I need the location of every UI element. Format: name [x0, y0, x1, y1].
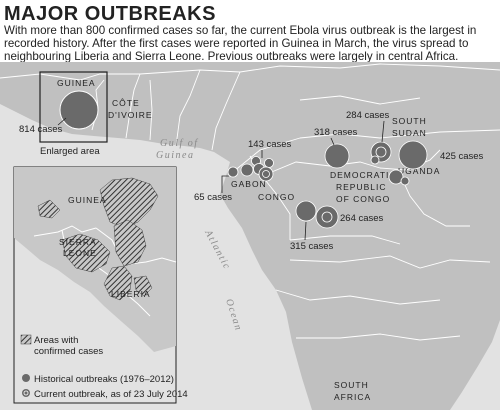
- marker-congo-north-2-ring: [262, 170, 270, 178]
- legend-current-dot: [22, 389, 30, 397]
- inset-hatched-areas: [37, 177, 159, 301]
- legend-historical-dot: [22, 374, 30, 382]
- marker-gabon-inland: [240, 163, 254, 177]
- label-cases-drc-southwest: 315 cases: [290, 241, 334, 252]
- country-label-cote-divoire-1: CÔTE: [112, 98, 140, 108]
- inset-label-sierra-2: LEONE: [63, 248, 97, 258]
- historical-markers: [227, 140, 428, 229]
- country-label-gabon: GABON: [231, 179, 267, 189]
- country-label-south-africa-1: SOUTH: [334, 380, 369, 390]
- label-cases-drc-south: 264 cases: [340, 213, 384, 224]
- intro-line-3: neighbouring Liberia and Sierra Leone. P…: [4, 50, 458, 63]
- hatch-area-4: [113, 219, 147, 267]
- hatch-area-5: [103, 265, 133, 301]
- country-label-guinea: GUINEA: [57, 78, 96, 88]
- country-label-uganda: UGANDA: [398, 166, 440, 176]
- marker-uganda-north: [398, 140, 428, 170]
- hatch-area-1: [37, 199, 61, 219]
- intro-line-2: recorded history. After the first cases …: [4, 37, 468, 50]
- country-borders: [0, 63, 500, 341]
- hatch-area-2: [99, 177, 159, 229]
- label-cases-south-sudan: 284 cases: [346, 110, 390, 121]
- hatch-area-3: [61, 233, 111, 273]
- marker-south-sudan-2: [370, 155, 380, 165]
- label-cases-uganda: 425 cases: [440, 151, 484, 162]
- legend-current-label: Current outbreak, as of 23 July 2014: [34, 389, 188, 400]
- legend-areas-line-1: Areas with: [34, 335, 78, 346]
- country-label-south-africa-2: AFRICA: [334, 392, 371, 402]
- marker-south-sudan-ring: [375, 146, 387, 158]
- inset-label-liberia: LIBERIA: [111, 289, 151, 299]
- marker-drc-north: [324, 143, 350, 169]
- leader-guinea: [57, 117, 67, 126]
- label-cases-gabon-coast: 65 cases: [194, 192, 232, 203]
- marker-congo-north-1: [264, 158, 274, 168]
- legend-historical-label: Historical outbreaks (1976–2012): [34, 374, 174, 385]
- inset-label-sierra-1: SIERRA: [59, 237, 97, 247]
- country-label-drc-3: OF CONGO: [336, 194, 390, 204]
- hatch-area-6: [133, 275, 153, 297]
- marker-drc-southwest: [295, 200, 317, 222]
- label-cases-guinea: 814 cases: [19, 124, 63, 135]
- sea-label-gulf-2: Guinea: [156, 150, 194, 161]
- country-label-south-sudan-1: SOUTH: [392, 116, 427, 126]
- country-label-drc-1: DEMOCRATIC: [330, 170, 397, 180]
- title-background: [0, 0, 500, 62]
- marker-congo-north-2: [258, 166, 274, 182]
- leader-drc-southwest: [304, 221, 307, 241]
- country-label-cote-divoire-2: D'IVOIRE: [108, 110, 153, 120]
- intro-line-1: With more than 800 confirmed cases so fa…: [4, 24, 476, 37]
- country-label-congo: CONGO: [258, 192, 295, 202]
- marker-uganda-1: [388, 169, 404, 185]
- marker-drc-south: [315, 205, 339, 229]
- leader-drc-north: [330, 137, 335, 146]
- enlarged-area-box: [39, 71, 108, 143]
- legend-areas-line-2: confirmed cases: [34, 346, 103, 357]
- legend-hatch-swatch: [20, 334, 32, 345]
- country-label-drc-2: REPUBLIC: [336, 182, 387, 192]
- leader-south-sudan: [381, 120, 385, 143]
- marker-gabon-coast: [227, 166, 239, 178]
- inset-label-guinea: GUINEA: [68, 195, 107, 205]
- marker-current-guinea: [59, 90, 99, 130]
- map-title: MAJOR OUTBREAKS: [4, 3, 216, 25]
- label-cases-gabon-north: 143 cases: [248, 139, 292, 150]
- marker-uganda-2: [400, 176, 410, 186]
- enlarged-area-label: Enlarged area: [40, 146, 100, 157]
- inset-map: GUINEA SIERRA LEONE LIBERIA Areas with c…: [13, 166, 188, 404]
- marker-drc-south-ring: [321, 211, 333, 223]
- country-label-south-sudan-2: SUDAN: [392, 128, 427, 138]
- sea-label-gulf-1: Gulf of: [160, 138, 199, 149]
- legend-current-dot-ring: [23, 390, 29, 396]
- leader-gabon-coast: [221, 175, 229, 193]
- label-cases-drc-north: 318 cases: [314, 127, 358, 138]
